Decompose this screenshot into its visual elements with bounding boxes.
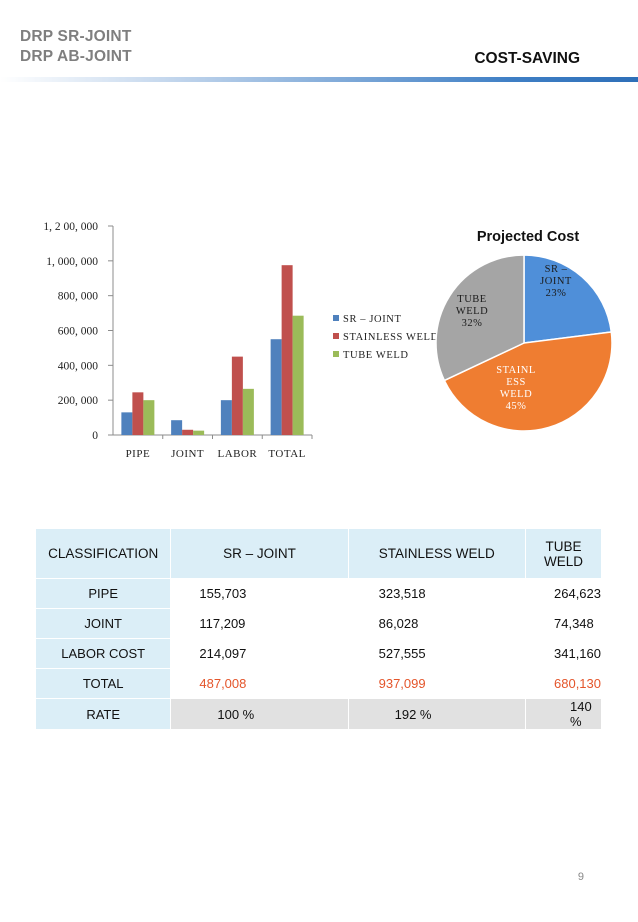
y-tick-label: 800, 000 bbox=[58, 291, 99, 303]
table-cell: 323,518 bbox=[347, 578, 527, 609]
table-row: LABOR COST 214,097 527,555 341,160 bbox=[34, 638, 602, 669]
pie-slice bbox=[435, 254, 525, 382]
y-tick-label: 200, 000 bbox=[58, 395, 99, 407]
pie-slice-label: STAINL bbox=[496, 365, 536, 376]
table-row: PIPE 155,703 323,518 264,623 bbox=[34, 578, 602, 609]
bar bbox=[182, 429, 194, 435]
x-tick-label: LABOR bbox=[217, 448, 257, 460]
legend-swatch bbox=[333, 351, 339, 357]
table-cell: 86,028 bbox=[347, 608, 527, 639]
table-header-cell: TUBE WELD bbox=[525, 528, 602, 579]
legend-label: SR – JOINT bbox=[343, 314, 402, 325]
row-label: RATE bbox=[34, 698, 172, 730]
bar bbox=[242, 388, 254, 435]
header-divider bbox=[0, 77, 638, 82]
pie-title: Projected Cost bbox=[477, 229, 579, 245]
table-cell: 117,209 bbox=[170, 608, 349, 639]
legend-swatch bbox=[333, 333, 339, 339]
bar bbox=[193, 430, 205, 435]
x-tick-label: PIPE bbox=[126, 448, 151, 460]
pie-percent-label: 32% bbox=[462, 318, 483, 329]
pie-slice-label: WELD bbox=[456, 306, 488, 317]
row-label: TOTAL bbox=[34, 668, 172, 699]
table-cell: 264,623 bbox=[525, 578, 602, 609]
page-number: 9 bbox=[577, 871, 584, 883]
total-cell: 937,099 bbox=[347, 668, 527, 699]
row-label: LABOR COST bbox=[34, 638, 172, 669]
doc-title-line2: DRP AB-JOINT bbox=[20, 48, 132, 65]
bar-chart: 0 200, 000 400, 000 600, 000 800, 000 1, 000,… bbox=[43, 221, 439, 460]
y-tick-label: 600, 000 bbox=[58, 326, 99, 338]
table-header-cell: STAINLESS WELD bbox=[347, 528, 527, 579]
legend-swatch bbox=[333, 315, 339, 321]
table-header-cell: SR – JOINT bbox=[170, 528, 349, 579]
table-cell: 527,555 bbox=[347, 638, 527, 669]
section-title: COST-SAVING bbox=[474, 50, 580, 67]
rate-cell: 192 % bbox=[347, 698, 527, 730]
table-header-row: CLASSIFICATION SR – JOINT STAINLESS WELD… bbox=[34, 528, 602, 579]
x-tick-label: TOTAL bbox=[268, 448, 305, 460]
table-cell: 155,703 bbox=[170, 578, 349, 609]
pie-slice-label: WELD bbox=[500, 389, 532, 400]
y-tick-label: 1, 2 00, 000 bbox=[43, 221, 98, 233]
bar bbox=[281, 265, 293, 435]
table-row: JOINT 117,209 86,028 74,348 bbox=[34, 608, 602, 639]
legend-label: STAINLESS WELD bbox=[343, 332, 439, 343]
bar bbox=[171, 420, 183, 435]
pie-slice-label: ESS bbox=[506, 377, 526, 388]
bar bbox=[292, 315, 304, 435]
pie-percent-label: 45% bbox=[506, 401, 527, 412]
row-label: JOINT bbox=[34, 608, 172, 639]
pie-percent-label: 23% bbox=[546, 288, 567, 299]
pie-slice-label: TUBE bbox=[457, 294, 486, 305]
table-header-cell: CLASSIFICATION bbox=[34, 528, 172, 579]
y-tick-label: 1, 000, 000 bbox=[46, 256, 98, 268]
pie-slice-label: JOINT bbox=[540, 276, 572, 287]
table-cell: 74,348 bbox=[525, 608, 602, 639]
pie-slice bbox=[443, 331, 613, 432]
table-cell: 341,160 bbox=[525, 638, 602, 669]
cost-table: CLASSIFICATION SR – JOINT STAINLESS WELD… bbox=[34, 528, 602, 730]
x-tick-label: JOINT bbox=[171, 448, 204, 460]
y-tick-label: 0 bbox=[92, 430, 98, 442]
bar bbox=[143, 400, 155, 435]
total-cell: 680,130 bbox=[525, 668, 602, 699]
pie-slice-label: SR – bbox=[545, 264, 568, 275]
bar bbox=[231, 356, 243, 435]
table-row-total: TOTAL 487,008 937,099 680,130 bbox=[34, 668, 602, 699]
pie-slice bbox=[523, 254, 613, 344]
bar bbox=[132, 392, 144, 435]
total-cell: 487,008 bbox=[170, 668, 349, 699]
rate-cell: 100 % bbox=[170, 698, 349, 730]
doc-title-line1: DRP SR-JOINT bbox=[20, 28, 132, 45]
bar bbox=[121, 412, 133, 435]
table-row-rate: RATE 100 % 192 % 140 % bbox=[34, 698, 602, 730]
bar bbox=[220, 400, 232, 435]
row-label: PIPE bbox=[34, 578, 172, 609]
legend-label: TUBE WELD bbox=[343, 350, 409, 361]
rate-cell: 140 % bbox=[525, 698, 602, 730]
bar bbox=[270, 339, 282, 435]
table-cell: 214,097 bbox=[170, 638, 349, 669]
y-tick-label: 400, 000 bbox=[58, 360, 99, 372]
